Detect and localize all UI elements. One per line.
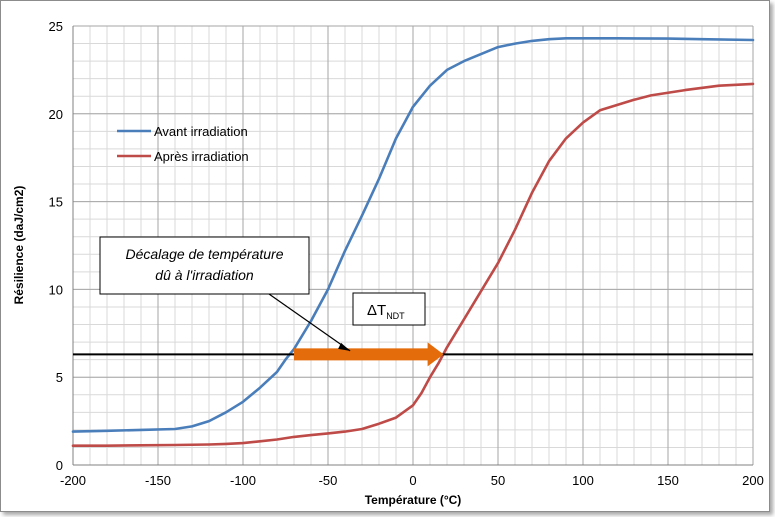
x-tick-label: 0 [409,473,416,488]
legend-label-2: Après irradiation [154,149,249,164]
y-tick-label: 15 [49,195,63,210]
y-tick-label: 10 [49,282,63,297]
x-tick-label: -50 [319,473,338,488]
y-tick-label: 5 [56,370,63,385]
y-axis-label: Résilience (daJ/cm2) [12,186,26,305]
shift-arrow-shaft [294,348,430,361]
annotation-box [99,236,310,295]
shift-arrow-head [427,342,444,367]
x-axis-label: Température (°C) [365,493,462,507]
x-tick-label: 200 [742,473,764,488]
annotation-line-1: Décalage de température [126,246,284,262]
series-line-2 [71,82,755,447]
x-tick-label: 50 [491,473,505,488]
x-tick-label: 100 [572,473,594,488]
y-tick-label: 25 [49,19,63,34]
y-tick-label: 20 [49,107,63,122]
annotation-pointer-head [338,342,351,351]
annotation-pointer [268,293,351,352]
series-lines [71,37,755,447]
tick-labels: -200 -150 -100 -50 0 50 100 150 200 0 5 10 15 20 25 [49,19,764,488]
x-tick-label: -150 [145,473,171,488]
x-tick-label: 150 [657,473,679,488]
delta-label-box [352,292,426,326]
axes [72,26,753,466]
y-tick-label: 0 [56,458,63,473]
delta-label-subscript: NDT [386,311,405,321]
legend-label-1: Avant irradiation [154,124,248,139]
legend: Avant irradiation Après irradiation [117,124,249,164]
x-tick-label: -100 [230,473,256,488]
annotation-line-2: dû à l'irradiation [155,267,254,283]
x-tick-label: -200 [60,473,86,488]
series-line-1 [71,37,755,433]
